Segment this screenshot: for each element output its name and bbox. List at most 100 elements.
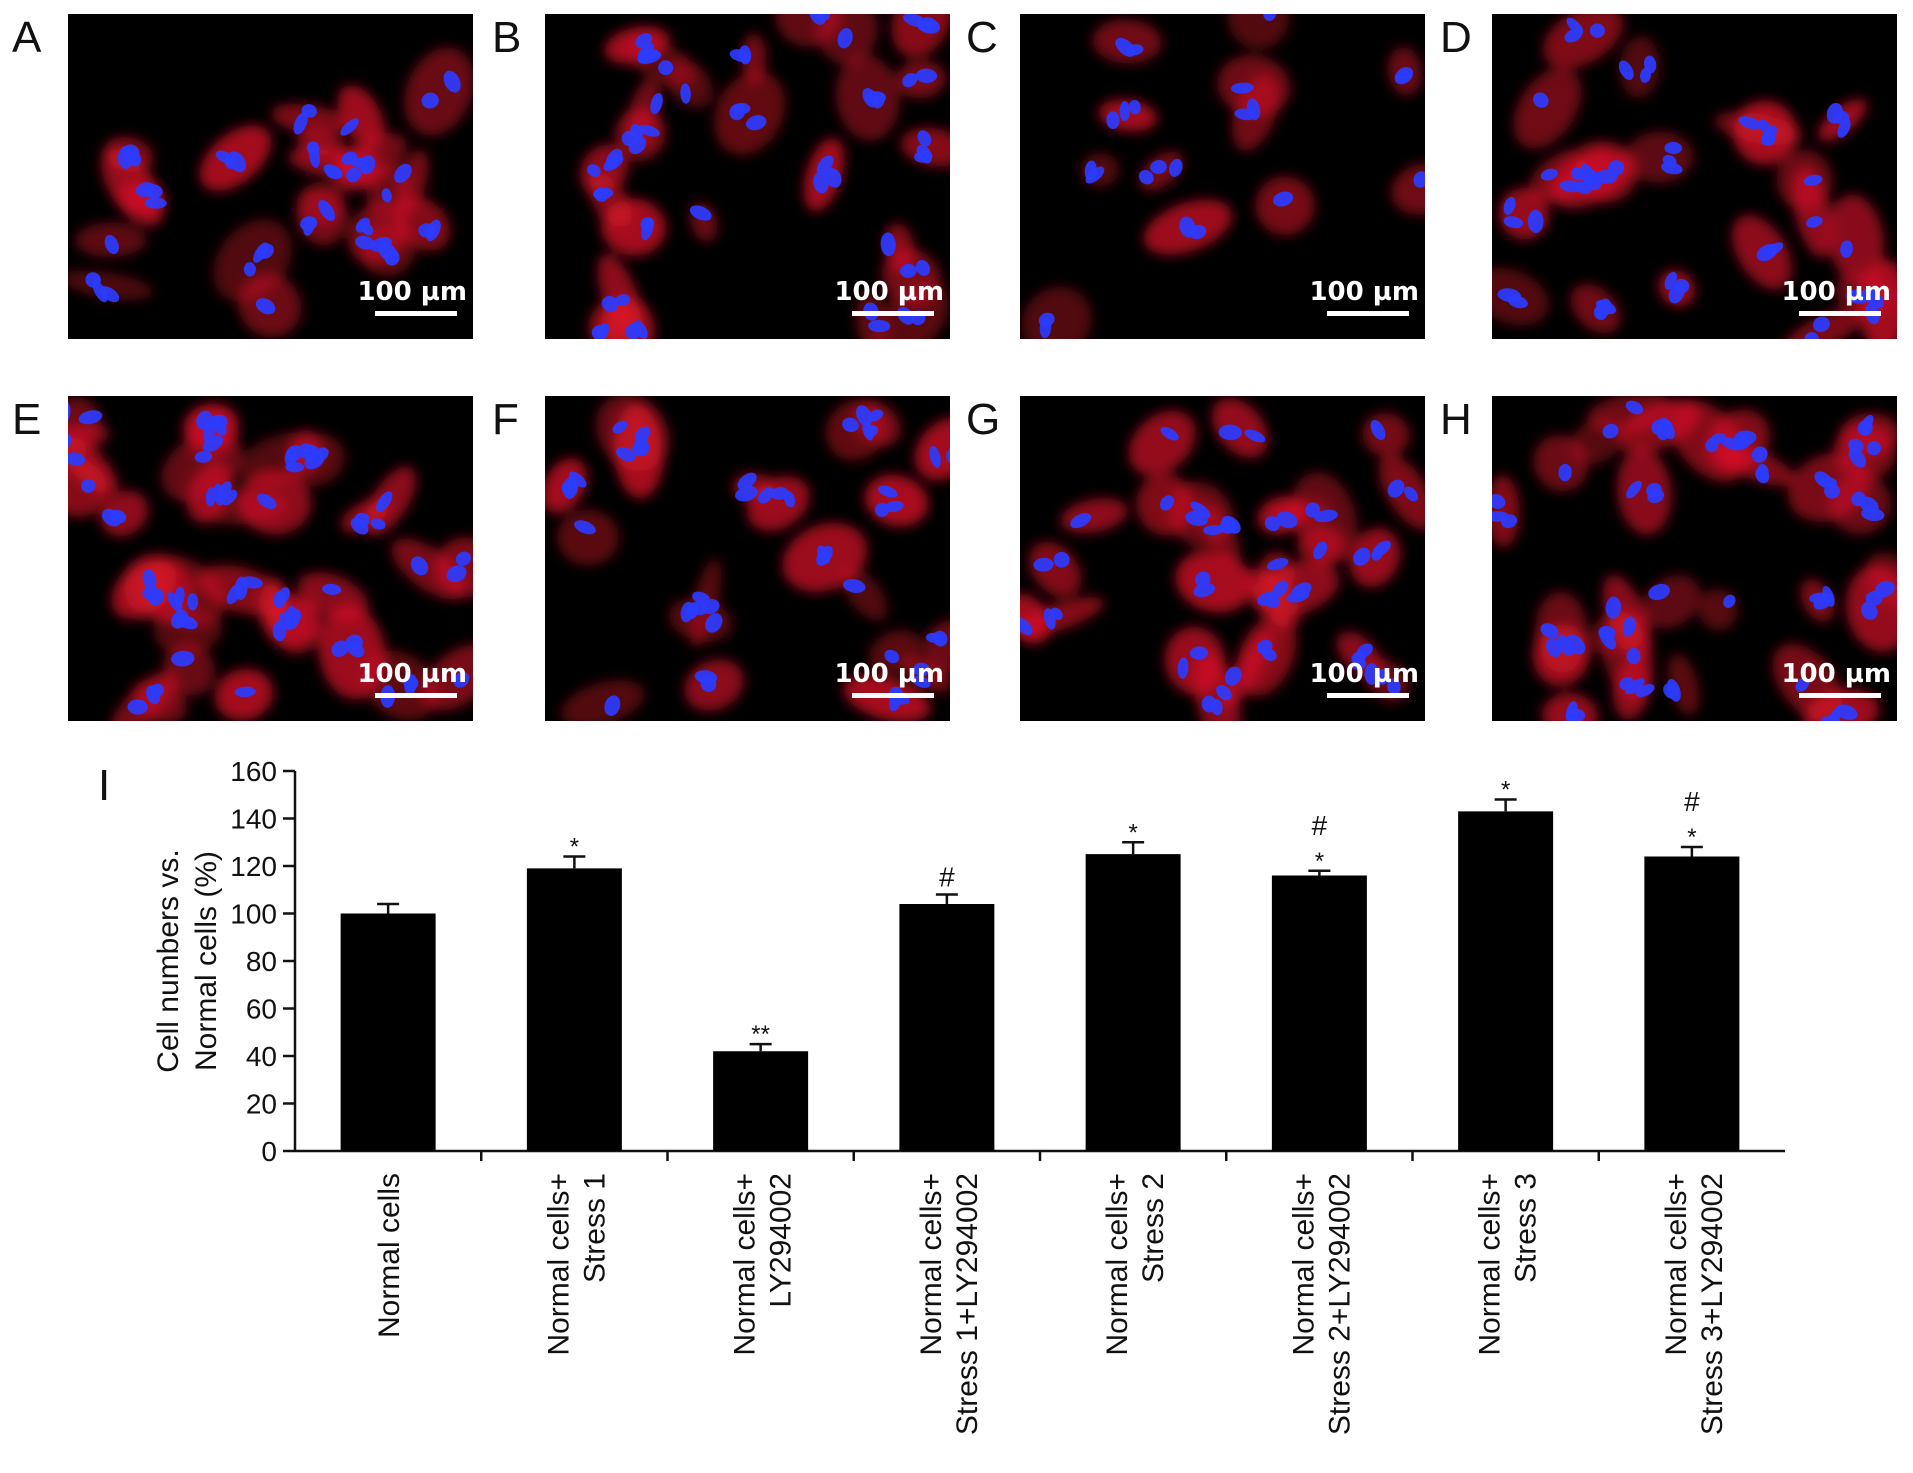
nucleus [1272,191,1294,207]
nucleus [345,634,363,651]
x-tick-label: Normal cells+ Stress 3+LY294002 [1660,1173,1729,1435]
nucleus [593,187,614,200]
nucleus [1540,623,1559,639]
cell-body [1780,307,1864,339]
nucleus [1106,111,1120,130]
cell-body [391,538,467,600]
nucleus [862,88,879,108]
nucleus [293,112,308,135]
nucleus [1851,491,1866,507]
nucleus [680,83,691,104]
cell-body [864,474,929,527]
nucleus [171,650,195,667]
significance-star: * [1501,777,1510,804]
nucleus [1038,312,1055,327]
nucleus [350,517,369,535]
nucleus [1803,174,1823,186]
nucleus [1370,419,1386,441]
nucleus [1372,540,1391,557]
nucleus [1305,502,1320,518]
nucleus [359,221,374,236]
x-axis-labels: Normal cells Normal cells+ Stress 1 Normal … [373,1151,1729,1435]
nucleus [240,576,263,589]
nucleus [641,217,654,241]
x-tick-label-line: Normal cells+ [729,1173,762,1356]
nucleus [1664,271,1677,290]
fluorescence-image [68,397,473,721]
nucleus [692,591,711,605]
nucleus [255,298,276,315]
nucleus [1813,316,1830,333]
cell-body [1513,67,1582,149]
nucleus [1861,601,1878,620]
cell-body [68,270,154,300]
nucleus [301,104,317,118]
nucleus [1263,14,1276,21]
fluorescence-image [1492,396,1897,721]
nucleus [149,683,164,698]
significance-star: * [570,834,579,861]
nucleus [650,93,663,115]
nucleus [257,243,274,259]
nucleus [1413,171,1425,188]
cell-body [68,397,102,445]
scale-bar [852,693,934,698]
x-tick-label-line: Normal cells+ [1101,1173,1134,1356]
nucleus [1527,209,1544,234]
micrograph-h: 100 µm [1492,396,1897,721]
nucleus [221,489,238,506]
nucleus [1809,592,1830,604]
nucleus [816,155,834,176]
panel-letter-c: C [966,13,998,62]
nucleus [340,118,359,136]
nucleus [604,695,621,716]
nucleus [346,167,362,183]
nucleus [1755,467,1770,484]
cell-body [1619,36,1660,99]
cell-body [1845,564,1897,652]
nucleus [616,446,636,462]
fluorescence-image [545,396,950,721]
scale-bar [852,311,934,316]
nucleus [1626,480,1642,499]
nucleus [104,234,119,255]
significance-star: ** [751,1021,770,1048]
y-tick-label: 20 [246,1089,277,1120]
y-tick-label: 160 [230,756,277,787]
nucleus [455,551,471,566]
nucleus [1674,278,1690,294]
nucleus [1394,66,1414,85]
nucleus [1503,216,1524,229]
micrograph-c: 100 µm [1020,14,1425,339]
nucleus [628,136,647,155]
nucleus [1364,663,1380,685]
fluorescence-image [1492,14,1897,339]
x-tick-label-line: Stress 2+LY294002 [1323,1173,1356,1435]
scale-bar [1799,311,1881,316]
nucleus [1150,159,1167,175]
nucleus [1820,715,1842,721]
scale-bar [1327,311,1409,316]
nucleus [443,70,461,93]
nucleus [196,410,213,430]
nucleus [1160,426,1179,441]
nucleus [68,452,86,466]
nucleus [601,295,619,312]
nucleus [899,263,917,278]
nucleus [562,476,579,499]
cell-body [296,187,348,246]
nucleus [1353,547,1371,566]
cell-body [1128,410,1196,476]
nucleus [208,414,228,430]
nucleus [729,103,746,121]
nucleus [1761,131,1776,146]
nucleus [1264,516,1281,532]
nucleus [1795,677,1810,692]
nucleus [331,640,349,658]
significance-hash: # [939,862,955,893]
nucleus [568,471,587,488]
nucleus [1351,651,1366,666]
fluorescence-image [1020,397,1425,721]
nucleus [142,569,157,590]
nucleus [318,199,336,221]
